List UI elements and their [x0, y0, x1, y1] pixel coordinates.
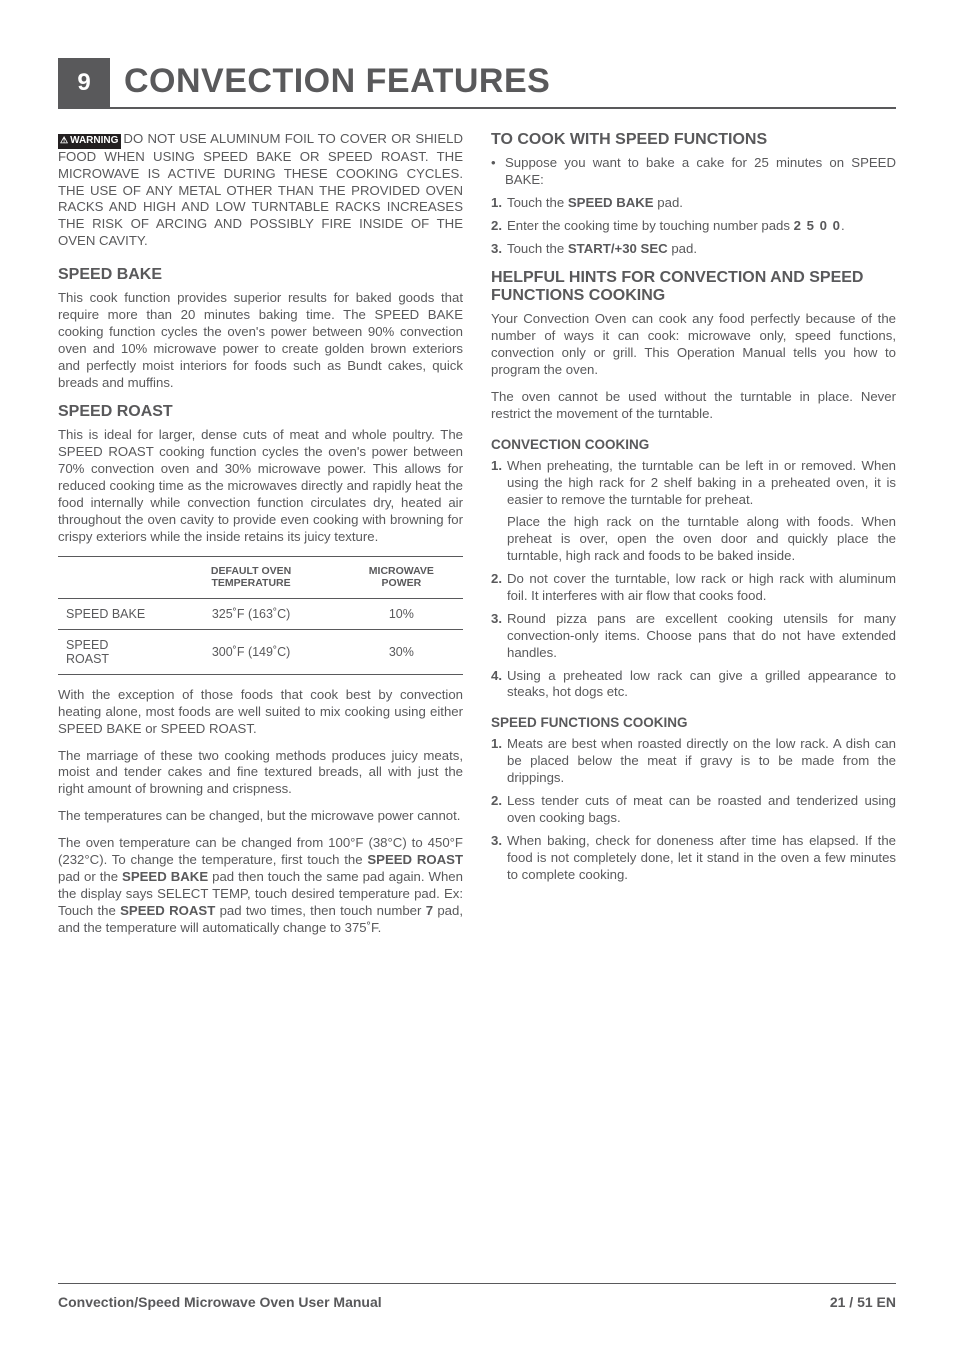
list-item: 4.Using a preheated low rack can give a …	[491, 668, 896, 702]
speed-functions-list: 1.Meats are best when roasted directly o…	[491, 736, 896, 883]
table-header-blank	[58, 556, 162, 598]
body-paragraph: The oven cannot be used without the turn…	[491, 389, 896, 423]
hints-heading: HELPFUL HINTS FOR CONVECTION AND SPEED F…	[491, 269, 896, 305]
list-item: 3.When baking, check for doneness after …	[491, 833, 896, 884]
warning-label: WARNING	[70, 135, 118, 146]
page-title: CONVECTION FEATURES	[124, 58, 550, 107]
table-cell: 30%	[340, 629, 463, 674]
list-item: 2.Enter the cooking time by touching num…	[491, 218, 896, 235]
footer-left: Convection/Speed Microwave Oven User Man…	[58, 1294, 382, 1310]
page-footer: Convection/Speed Microwave Oven User Man…	[58, 1283, 896, 1310]
body-paragraph: The oven temperature can be changed from…	[58, 835, 463, 936]
table-header-temp: DEFAULT OVEN TEMPERATURE	[162, 556, 339, 598]
body-paragraph: The marriage of these two cooking method…	[58, 748, 463, 799]
speed-roast-heading: SPEED ROAST	[58, 403, 463, 421]
body-paragraph: Your Convection Oven can cook any food p…	[491, 311, 896, 379]
list-text: Suppose you want to bake a cake for 25 m…	[505, 155, 896, 189]
table-cell: 300˚F (149˚C)	[162, 629, 339, 674]
footer-right: 21 / 51 EN	[830, 1294, 896, 1310]
cook-speed-heading: TO COOK WITH SPEED FUNCTIONS	[491, 131, 896, 149]
convection-list: 1.When preheating, the turntable can be …	[491, 458, 896, 702]
section-number-box: 9	[58, 58, 110, 107]
list-item: 1.Touch the SPEED BAKE pad.	[491, 195, 896, 212]
list-item: 1.Meats are best when roasted directly o…	[491, 736, 896, 787]
table-row: SPEED ROAST 300˚F (149˚C) 30%	[58, 629, 463, 674]
table-cell: 325˚F (163˚C)	[162, 598, 339, 629]
list-item: •Suppose you want to bake a cake for 25 …	[491, 155, 896, 189]
warning-paragraph: ⚠WARNINGDO NOT USE ALUMINUM FOIL TO COVE…	[58, 131, 463, 250]
speed-roast-paragraph: This is ideal for larger, dense cuts of …	[58, 427, 463, 545]
list-item: 3.Touch the START/+30 SEC pad.	[491, 241, 896, 258]
table-cell: 10%	[340, 598, 463, 629]
page-header: 9 CONVECTION FEATURES	[58, 58, 896, 109]
convection-cooking-heading: CONVECTION COOKING	[491, 437, 896, 452]
table-cell: SPEED ROAST	[58, 629, 162, 674]
table-cell: SPEED BAKE	[58, 598, 162, 629]
section-number: 9	[77, 69, 90, 97]
list-item: 2.Do not cover the turntable, low rack o…	[491, 571, 896, 605]
cook-steps-list: 1.Touch the SPEED BAKE pad. 2.Enter the …	[491, 195, 896, 258]
list-item: 1.When preheating, the turntable can be …	[491, 458, 896, 565]
list-item: 2.Less tender cuts of meat can be roaste…	[491, 793, 896, 827]
warning-icon: ⚠	[60, 135, 68, 147]
table-row: SPEED BAKE 325˚F (163˚C) 10%	[58, 598, 463, 629]
speed-functions-heading: SPEED FUNCTIONS COOKING	[491, 715, 896, 730]
content-columns: ⚠WARNINGDO NOT USE ALUMINUM FOIL TO COVE…	[58, 131, 896, 946]
body-paragraph: The temperatures can be changed, but the…	[58, 808, 463, 825]
intro-bullet-list: •Suppose you want to bake a cake for 25 …	[491, 155, 896, 189]
table-header-power: MICROWAVE POWER	[340, 556, 463, 598]
table-header-row: DEFAULT OVEN TEMPERATURE MICROWAVE POWER	[58, 556, 463, 598]
bullet-icon: •	[491, 155, 505, 189]
warning-text: DO NOT USE ALUMINUM FOIL TO COVER OR SHI…	[58, 131, 463, 248]
speed-table: DEFAULT OVEN TEMPERATURE MICROWAVE POWER…	[58, 556, 463, 675]
body-paragraph: With the exception of those foods that c…	[58, 687, 463, 738]
list-item: 3.Round pizza pans are excellent cooking…	[491, 611, 896, 662]
speed-bake-heading: SPEED BAKE	[58, 266, 463, 284]
left-column: ⚠WARNINGDO NOT USE ALUMINUM FOIL TO COVE…	[58, 131, 463, 946]
warning-badge: ⚠WARNING	[58, 134, 121, 149]
right-column: TO COOK WITH SPEED FUNCTIONS •Suppose yo…	[491, 131, 896, 946]
speed-bake-paragraph: This cook function provides superior res…	[58, 290, 463, 391]
